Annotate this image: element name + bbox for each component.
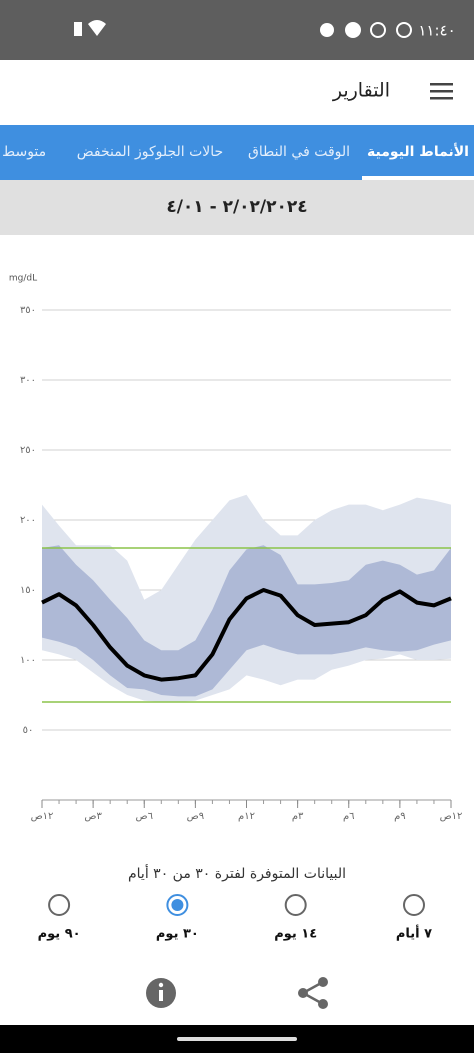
tab[interactable]: حالات الجلوكوز المنخفض <box>77 144 223 160</box>
tab-indicator <box>362 176 474 180</box>
radio-label[interactable]: ١٤ يوم <box>274 927 317 942</box>
y-tick-label: ٢٠٠ <box>20 515 36 526</box>
x-tick-label: ٩م <box>394 811 406 822</box>
y-tick-label: ١٥٠ <box>20 585 36 596</box>
radio-dot <box>171 899 184 911</box>
battery-icon <box>74 22 82 36</box>
y-tick-label: ٢٥٠ <box>20 445 36 456</box>
x-tick-label: ٦م <box>343 811 355 822</box>
y-tick-label: ١٠٠ <box>20 655 36 666</box>
x-tick-label: ١٢ص <box>31 811 54 822</box>
x-tick-label: ٦ص <box>136 811 153 822</box>
radio-button[interactable] <box>403 894 425 916</box>
info-button[interactable] <box>146 978 176 1008</box>
radio-label[interactable]: ٩٠ يوم <box>38 927 81 942</box>
app-bar <box>0 60 474 125</box>
y-tick-label: ٥٠ <box>23 725 34 736</box>
radio-label[interactable]: ٣٠ يوم <box>156 927 199 942</box>
x-tick-label: ١٢م <box>238 811 255 822</box>
y-tick-label: ٣٥٠ <box>20 305 36 316</box>
wifi-icon <box>88 20 106 36</box>
availability-text: البيانات المتوفرة لفترة ٣٠ من ٣٠ أيام <box>128 864 346 882</box>
status-time: ١١:٤٠ <box>418 22 455 40</box>
status-bar <box>0 0 474 60</box>
menu-button[interactable] <box>430 83 453 100</box>
median-line <box>41 588 452 682</box>
x-tick-label: ٣م <box>292 811 304 822</box>
tab[interactable]: الوقت في النطاق <box>248 144 350 160</box>
home-indicator <box>177 1037 297 1041</box>
x-tick-label: ١٢ص <box>440 811 463 822</box>
x-tick-label: ٩ص <box>187 811 204 822</box>
share-button[interactable] <box>298 977 328 1009</box>
radio-button[interactable] <box>284 894 307 916</box>
page-title: التقارير <box>332 80 390 102</box>
status-icon <box>320 23 334 37</box>
status-icon <box>370 22 386 38</box>
status-icon <box>345 22 361 38</box>
y-tick-label: ٣٠٠ <box>20 375 36 386</box>
date-bar <box>0 180 474 235</box>
radio-button[interactable] <box>48 894 71 916</box>
tab[interactable]: متوسط ا <box>0 144 46 160</box>
tab-bar <box>0 125 474 180</box>
x-tick-label: ٣ص <box>84 811 102 822</box>
radio-label[interactable]: ٧ أيام <box>396 925 432 942</box>
tab[interactable]: الأنماط اليومية <box>367 143 469 160</box>
y-unit: mg/dL <box>9 274 37 284</box>
percentile-band <box>42 545 451 697</box>
radio-button[interactable] <box>166 894 189 916</box>
date-range: ٢/٠٢/٢٠٢٤ - ٤/٠١ <box>166 197 307 217</box>
status-icon <box>396 22 412 38</box>
